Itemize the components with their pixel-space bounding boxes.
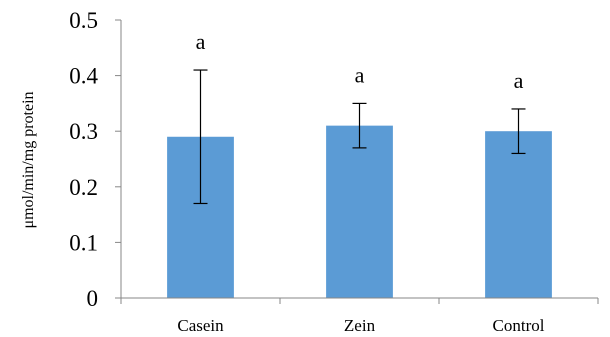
y-axis-ticks: 0 0.1 0.2 0.3 0.4 0.5 xyxy=(69,8,121,311)
significance-labels: a a a xyxy=(196,29,524,93)
y-tick-label: 0.4 xyxy=(69,64,98,89)
significance-label: a xyxy=(196,29,206,54)
y-axis-label: μmol/min/mg protein xyxy=(20,91,37,228)
significance-label: a xyxy=(355,62,365,87)
y-tick-label: 0.3 xyxy=(69,119,98,144)
y-tick-label: 0.2 xyxy=(69,175,98,200)
bar-zein xyxy=(326,125,393,298)
y-tick-label: 0.1 xyxy=(69,230,98,255)
x-tick-label: Control xyxy=(493,316,545,335)
x-axis-ticks: Casein Zein Control xyxy=(120,298,599,335)
bar-control xyxy=(485,131,552,298)
significance-label: a xyxy=(514,68,524,93)
x-tick-label: Zein xyxy=(344,316,376,335)
y-tick-label: 0 xyxy=(87,286,99,311)
bars xyxy=(167,125,552,298)
y-tick-label: 0.5 xyxy=(69,8,98,33)
error-bars xyxy=(193,69,526,205)
x-tick-label: Casein xyxy=(177,316,224,335)
